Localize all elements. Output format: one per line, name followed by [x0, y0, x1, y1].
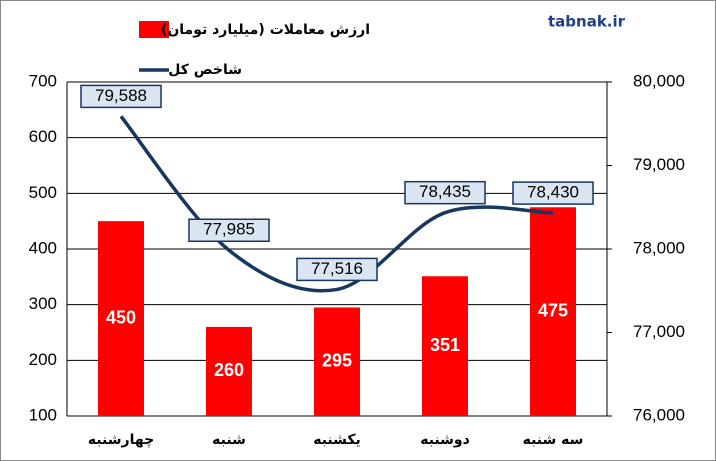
y2-tick-label: 78,000: [633, 238, 685, 257]
line-label-box: [296, 257, 378, 282]
bar-value-label: 351: [430, 335, 460, 355]
x-tick-label: دوشنبه: [420, 432, 470, 448]
line-value-label: 79,588: [95, 86, 147, 105]
line-value-label: 77,985: [203, 220, 255, 239]
line: [119, 115, 554, 293]
y-tick-label: 400: [29, 238, 57, 257]
bar-value-label: 475: [538, 300, 568, 320]
line-label-box: [404, 180, 486, 205]
y-tick-label: 300: [29, 294, 57, 313]
bar: [98, 221, 144, 416]
legend-swatch: [139, 21, 169, 38]
bar: [530, 207, 576, 416]
line-label-box: [512, 181, 594, 205]
x-tick-label: چهارشنبه: [88, 432, 154, 448]
y2-tick-label: 76,000: [633, 405, 685, 424]
y-tick-label: 500: [29, 183, 57, 202]
y2-tick-label: 79,000: [633, 155, 685, 174]
line-value-label: 77,516: [311, 259, 363, 278]
x-tick-label: شنبه: [212, 432, 246, 448]
y-tick-label: 200: [29, 350, 57, 369]
line-value-label: 78,430: [527, 183, 579, 202]
bar-value-label: 295: [322, 350, 352, 370]
y2-tick-label: 80,000: [633, 71, 685, 90]
line-label-box: [188, 218, 270, 243]
bar: [206, 326, 252, 416]
line-label-box: [80, 84, 162, 109]
y-tick-label: 100: [29, 405, 57, 424]
bar-value-label: 260: [214, 360, 244, 380]
legend-label: شاخص کل: [168, 62, 242, 78]
bar: [314, 307, 360, 416]
line-value-label: 78,435: [419, 182, 471, 201]
watermark: tabnak.ir: [548, 13, 626, 31]
x-tick-label: یکشنبه: [313, 432, 361, 448]
bar-value-label: 450: [106, 307, 136, 327]
legend-label: ارزش معاملات (میلیارد تومان): [161, 22, 370, 38]
bar: [422, 276, 468, 416]
y2-tick-label: 77,000: [633, 322, 685, 341]
y-tick-label: 700: [29, 71, 57, 90]
y-tick-label: 600: [29, 127, 57, 146]
x-tick-label: سه شنبه: [523, 432, 584, 448]
